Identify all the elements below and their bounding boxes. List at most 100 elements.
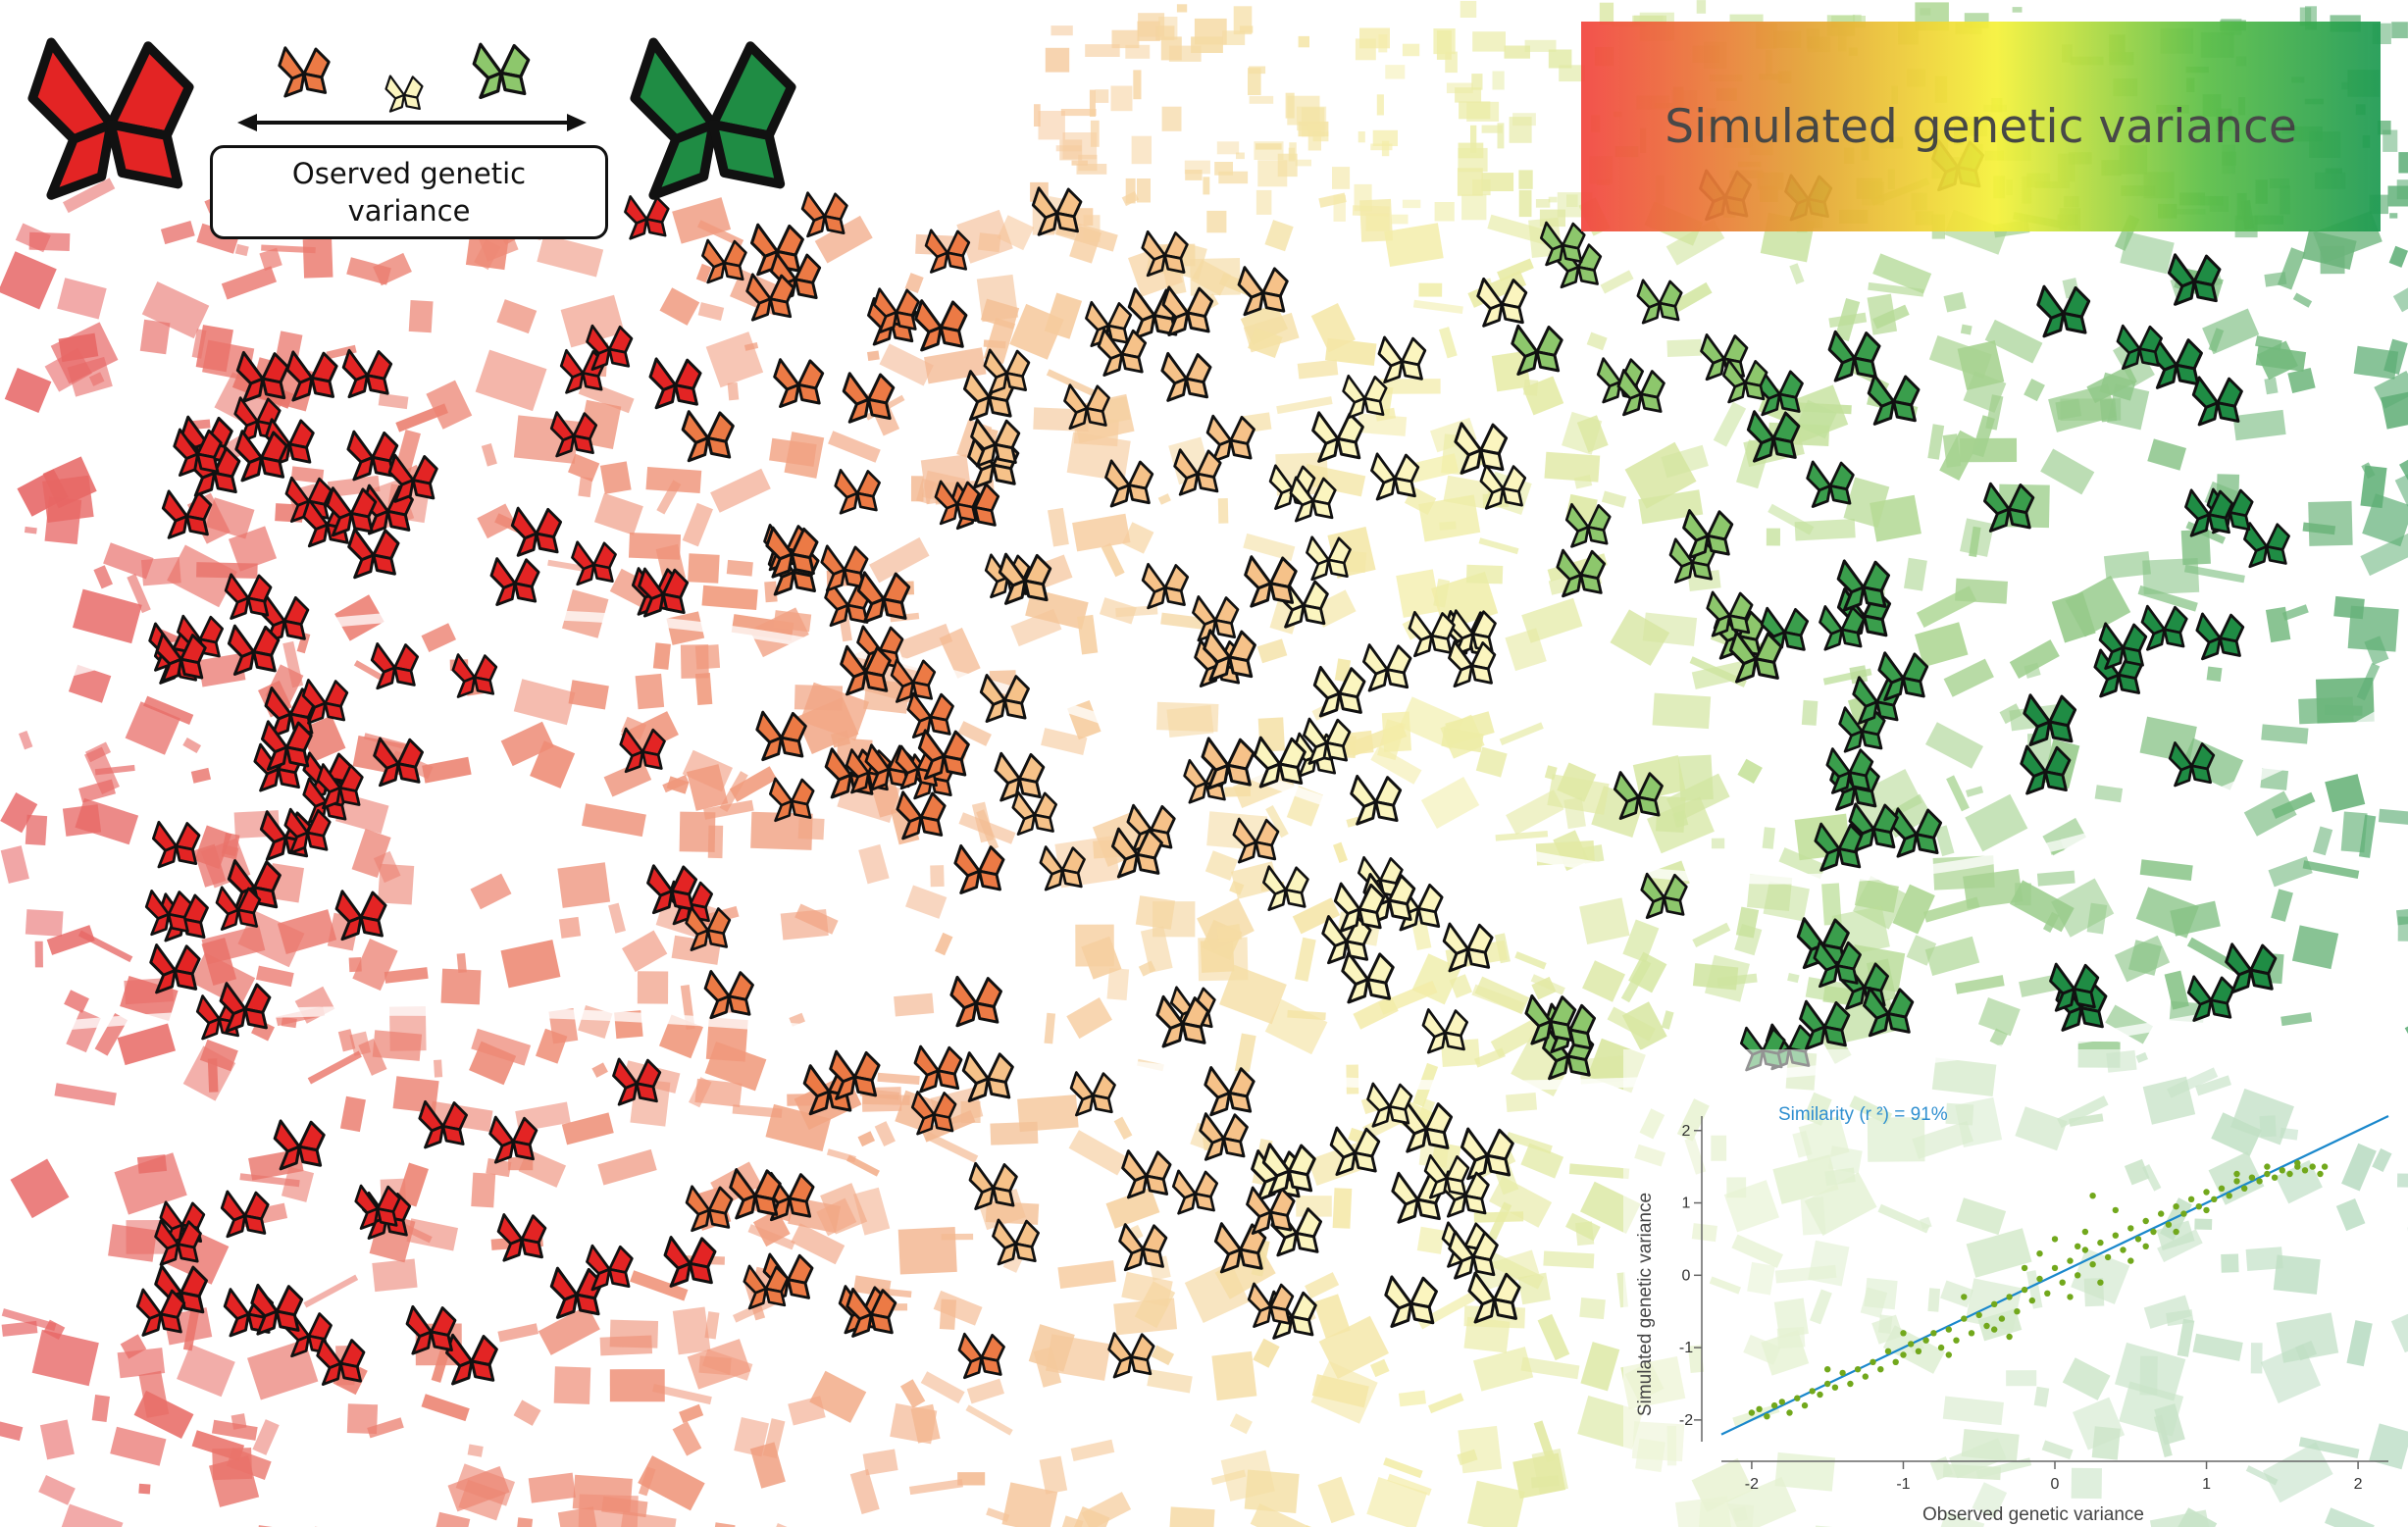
data-point bbox=[2264, 1170, 2271, 1178]
data-point bbox=[2075, 1272, 2081, 1279]
habitat-patch bbox=[513, 1400, 541, 1426]
habitat-patch bbox=[1559, 65, 1586, 82]
habitat-patch bbox=[2271, 889, 2293, 922]
butterfly-wing bbox=[520, 1238, 543, 1259]
habitat-patch bbox=[732, 1104, 783, 1118]
butterfly-wing bbox=[1243, 291, 1265, 317]
butterfly-wing bbox=[1055, 211, 1079, 233]
habitat-patch bbox=[558, 916, 582, 939]
habitat-patch bbox=[1920, 8, 1931, 16]
butterfly-wing bbox=[990, 576, 1009, 599]
butterfly-wing bbox=[1222, 1137, 1246, 1158]
habitat-patch bbox=[637, 971, 669, 1004]
butterfly-wing bbox=[806, 215, 827, 238]
habitat-patch bbox=[1568, 1163, 1630, 1180]
habitat-patch bbox=[2183, 564, 2245, 584]
data-point bbox=[2134, 1236, 2142, 1243]
butterfly-wing bbox=[1872, 399, 1896, 426]
habitat-patch bbox=[1160, 612, 1207, 631]
habitat-patch bbox=[207, 1058, 219, 1093]
habitat-patch bbox=[1872, 253, 1932, 294]
habitat-patch bbox=[177, 1344, 235, 1398]
butterfly-wing bbox=[396, 762, 421, 784]
butterfly-wing bbox=[1833, 356, 1857, 382]
butterfly-icon bbox=[1682, 509, 1734, 560]
butterfly-wing bbox=[708, 120, 786, 189]
habitat-patch bbox=[1191, 36, 1223, 53]
butterfly-wing bbox=[359, 915, 384, 938]
butterfly-wing bbox=[1250, 582, 1272, 608]
butterfly-wing bbox=[581, 372, 603, 391]
habitat-patch bbox=[34, 941, 43, 968]
butterfly-wing bbox=[1845, 986, 1867, 1010]
habitat-patch bbox=[762, 1418, 786, 1459]
habitat-patch bbox=[1652, 692, 1712, 730]
data-point bbox=[2067, 1294, 2074, 1300]
butterfly-wing bbox=[1161, 1021, 1185, 1048]
butterfly-wing bbox=[499, 71, 527, 96]
butterfly-wing bbox=[1126, 1174, 1149, 1199]
butterfly-wing bbox=[321, 1361, 342, 1386]
butterfly-icon bbox=[906, 691, 954, 739]
butterfly-wing bbox=[1014, 1242, 1037, 1263]
habitat-patch bbox=[1358, 413, 1408, 436]
habitat-patch bbox=[2051, 591, 2096, 643]
habitat-patch bbox=[1696, 0, 1707, 14]
butterfly-icon bbox=[2167, 253, 2222, 306]
butterfly-wing bbox=[1016, 813, 1037, 836]
butterfly-wing bbox=[1493, 1298, 1517, 1320]
habitat-patch bbox=[127, 574, 151, 614]
butterfly-wing bbox=[565, 372, 585, 394]
butterfly-wing bbox=[1347, 978, 1370, 1004]
butterfly-wing bbox=[516, 532, 538, 557]
habitat-patch bbox=[1943, 658, 1994, 697]
data-point bbox=[2127, 1257, 2134, 1264]
habitat-patch bbox=[734, 1416, 769, 1457]
data-point bbox=[2081, 1228, 2089, 1236]
habitat-patch bbox=[908, 1479, 963, 1496]
butterfly-icon bbox=[934, 480, 981, 526]
butterfly-wing bbox=[367, 509, 389, 535]
butterfly-wing bbox=[2042, 311, 2066, 338]
butterfly-icon bbox=[151, 820, 201, 869]
habitat-patch bbox=[63, 178, 116, 214]
butterfly-wing bbox=[470, 1359, 495, 1382]
habitat-patch bbox=[139, 319, 171, 355]
habitat-patch bbox=[1537, 1313, 1570, 1361]
habitat-patch bbox=[976, 274, 1019, 323]
butterfly-icon bbox=[2023, 693, 2077, 746]
habitat-patch bbox=[1828, 312, 1868, 329]
habitat-patch bbox=[688, 553, 720, 584]
butterfly-icon bbox=[896, 790, 947, 840]
habitat-patch bbox=[372, 1258, 418, 1293]
butterfly-wing bbox=[167, 912, 189, 933]
butterfly-wing bbox=[1448, 947, 1470, 973]
butterfly-wing bbox=[1861, 730, 1883, 750]
habitat-patch bbox=[1121, 522, 1154, 554]
habitat-patch bbox=[1066, 997, 1112, 1040]
data-point bbox=[1983, 1322, 1990, 1330]
habitat-patch bbox=[1458, 1425, 1503, 1474]
habitat-patch bbox=[2387, 185, 2408, 207]
habitat-patch bbox=[2333, 595, 2365, 620]
habitat-patch bbox=[797, 817, 825, 840]
butterfly-wing bbox=[1705, 357, 1726, 382]
butterfly-wing bbox=[1374, 800, 1399, 823]
butterfly-wing bbox=[349, 512, 374, 534]
habitat-patch bbox=[190, 767, 212, 784]
butterfly-wing bbox=[1843, 730, 1864, 753]
habitat-patch bbox=[1219, 964, 1287, 1025]
habitat-patch bbox=[1488, 1251, 1545, 1290]
habitat-patch bbox=[1963, 869, 2024, 909]
habitat-patch bbox=[869, 536, 930, 584]
habitat-patch bbox=[2256, 340, 2298, 381]
habitat-patch bbox=[1222, 30, 1246, 45]
butterfly-icon bbox=[346, 430, 399, 482]
habitat-patch bbox=[1439, 521, 1457, 531]
butterfly-wing bbox=[167, 514, 189, 539]
habitat-patch bbox=[537, 233, 604, 278]
butterfly-wing bbox=[2121, 347, 2141, 371]
habitat-patch bbox=[2014, 883, 2031, 906]
data-point bbox=[2211, 1196, 2218, 1202]
butterfly-wing bbox=[2174, 764, 2193, 788]
